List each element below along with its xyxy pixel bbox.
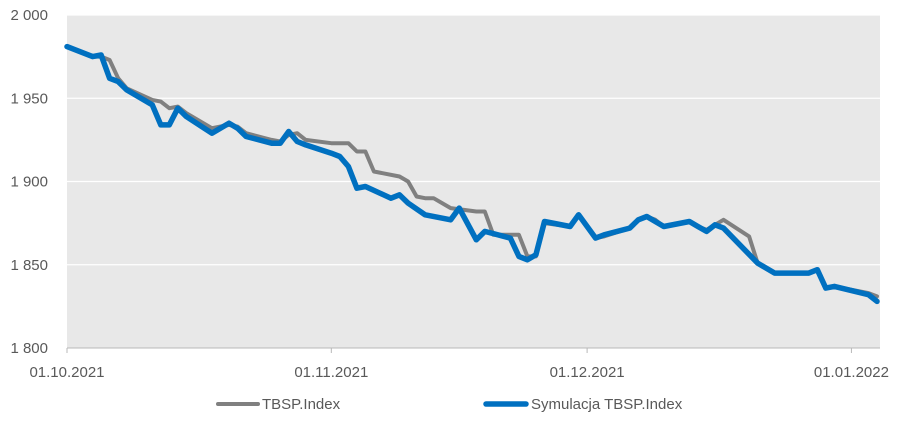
series-line-symulacja-tbsp-index — [64, 43, 880, 305]
y-axis-ticks: 1 800 1 850 1 900 1 950 2 000 — [10, 7, 48, 357]
y-tick-label: 1 800 — [10, 340, 48, 357]
x-axis-ticks: 01.10.2021 01.11.2021 01.12.2021 01.01.2022 — [29, 348, 889, 381]
y-tick-label: 1 850 — [10, 257, 48, 274]
y-tick-label: 1 900 — [10, 174, 48, 191]
legend-label: Symulacja TBSP.Index — [531, 396, 683, 413]
y-tick-label: 1 950 — [10, 90, 48, 107]
legend: TBSP.Index Symulacja TBSP.Index — [216, 396, 683, 413]
x-tick-label: 01.11.2021 — [294, 364, 368, 381]
series-line-tbsp-index — [65, 44, 879, 299]
series-lines — [64, 43, 880, 305]
x-tick-label: 01.01.2022 — [814, 364, 889, 381]
gridlines — [67, 14, 880, 266]
y-tick-label: 2 000 — [10, 7, 48, 24]
legend-label: TBSP.Index — [262, 396, 341, 413]
x-tick-label: 01.12.2021 — [550, 364, 625, 381]
x-tick-label: 01.10.2021 — [29, 364, 104, 381]
